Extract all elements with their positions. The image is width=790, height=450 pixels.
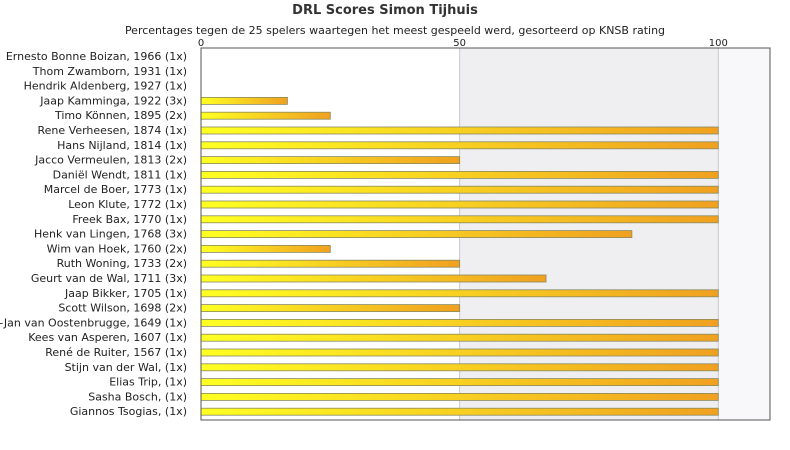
bar xyxy=(200,215,719,224)
category-label: Gert-Jan van Oostenbrugge, 1649 (1x) xyxy=(0,316,187,329)
x-tick-label: 100 xyxy=(709,38,728,49)
category-label: Sasha Bosch, (1x) xyxy=(88,390,187,403)
category-label: Scott Wilson, 1698 (2x) xyxy=(58,302,187,315)
chart-subtitle: Percentages tegen de 25 spelers waartege… xyxy=(124,24,666,37)
bar xyxy=(200,348,719,357)
bar xyxy=(200,289,719,298)
category-label: Daniël Wendt, 1811 (1x) xyxy=(53,168,187,181)
category-label: Timo Können, 1895 (2x) xyxy=(54,109,187,122)
category-label: Stijn van der Wal, (1x) xyxy=(65,361,187,374)
category-label: Kees van Asperen, 1607 (1x) xyxy=(28,331,187,344)
category-label: Geurt van de Wal, 1711 (3x) xyxy=(31,272,187,285)
category-label: Hendrik Aldenberg, 1927 (1x) xyxy=(24,80,187,93)
bar xyxy=(200,392,719,401)
bar xyxy=(200,259,461,268)
bar xyxy=(200,363,719,372)
bar xyxy=(200,97,288,105)
category-label: Thom Zwamborn, 1931 (1x) xyxy=(32,65,187,78)
bar xyxy=(200,304,461,313)
category-label: Rene Verheesen, 1874 (1x) xyxy=(38,124,187,137)
chart-title: DRL Scores Simon Tijhuis xyxy=(292,3,478,18)
bar xyxy=(200,185,719,194)
bar xyxy=(200,407,719,416)
bar xyxy=(200,318,719,327)
bar xyxy=(200,244,331,253)
bar xyxy=(200,156,461,165)
plot-frame xyxy=(200,47,771,421)
x-tick-label: 0 xyxy=(198,38,204,49)
category-label: René de Ruiter, 1567 (1x) xyxy=(45,346,187,359)
category-label: Elias Trip, (1x) xyxy=(109,376,187,389)
category-label: Hans Nijland, 1814 (1x) xyxy=(57,139,187,152)
category-label: Freek Bax, 1770 (1x) xyxy=(72,213,187,226)
x-tick-label: 50 xyxy=(453,38,466,49)
bar xyxy=(200,230,633,239)
bar xyxy=(200,170,719,179)
category-label: Ernesto Bonne Boizan, 1966 (1x) xyxy=(6,50,187,63)
category-label: Jaap Bikker, 1705 (1x) xyxy=(64,287,187,300)
category-label: Ruth Woning, 1733 (2x) xyxy=(57,257,187,270)
category-label: Jacco Vermeulen, 1813 (2x) xyxy=(34,154,187,167)
bar xyxy=(200,126,719,135)
category-label: Henk van Lingen, 1768 (3x) xyxy=(34,228,187,241)
bar xyxy=(200,141,719,150)
category-label: Wim van Hoek, 1760 (2x) xyxy=(47,242,187,255)
category-label: Marcel de Boer, 1773 (1x) xyxy=(44,183,187,196)
category-label: Leon Klute, 1772 (1x) xyxy=(68,198,187,211)
bar xyxy=(200,200,719,209)
category-label: Jaap Kamminga, 1922 (3x) xyxy=(39,94,187,107)
bar xyxy=(200,111,331,120)
bar xyxy=(200,333,719,342)
bar xyxy=(200,378,719,387)
category-label: Giannos Tsogias, (1x) xyxy=(70,405,187,418)
bar xyxy=(200,274,547,283)
plot-band xyxy=(718,48,770,420)
